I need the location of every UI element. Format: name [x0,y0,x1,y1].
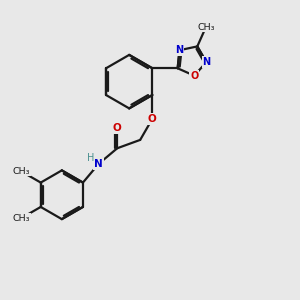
Text: N: N [94,159,103,169]
Text: CH₃: CH₃ [197,23,214,32]
Text: N: N [176,45,184,55]
Text: O: O [190,71,198,81]
Text: CH₃: CH₃ [13,167,30,176]
Text: O: O [113,123,122,133]
Text: N: N [202,57,210,67]
Text: H: H [87,153,94,163]
Text: O: O [148,114,157,124]
Text: CH₃: CH₃ [13,214,30,223]
